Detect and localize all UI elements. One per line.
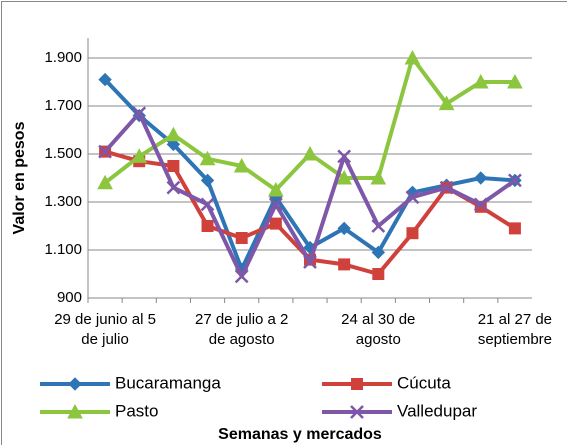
legend-marker [68,377,82,391]
y-tick-label: 1.700 [44,97,82,114]
data-point [268,197,283,212]
data-point [166,137,181,152]
y-tick-label: 900 [57,289,82,306]
data-point [269,217,282,230]
y-tick-label: 1.500 [44,145,82,162]
data-point [508,222,521,235]
y-axis-title: Valor en pesos [11,121,28,234]
x-tick-label: 24 al 30 de agosto [341,311,416,348]
legend-label: Cúcuta [397,373,451,392]
data-point [165,126,182,142]
data-point [507,73,523,89]
data-point [405,190,420,205]
data-point [472,73,489,89]
x-tick-label: 27 de julio a 2 de agosto [194,311,289,348]
y-tick-label: 1.100 [44,241,82,258]
legend-marker [350,405,364,419]
data-point [372,268,385,280]
data-point [371,219,386,233]
data-point [508,173,522,188]
data-point [166,180,181,195]
data-point [233,157,250,173]
data-point [200,197,215,212]
data-point [338,258,351,271]
data-point [337,221,351,236]
data-point [438,95,455,111]
data-point [439,180,454,195]
data-point [303,255,317,269]
data-point [406,227,419,240]
data-point [474,200,487,213]
data-point [132,106,147,121]
data-point [268,181,284,197]
legend-label: Pasto [115,401,158,420]
data-point [235,232,248,244]
legend-marker [351,378,363,390]
data-point [404,49,421,65]
y-tick-label: 1.900 [44,49,82,66]
x-tick-label: 29 de junio al 5 de julio [54,311,156,348]
y-tick-label: 1.300 [44,193,82,210]
data-point [336,169,352,185]
legend-label: Valledupar [397,401,477,420]
data-point [473,197,488,212]
data-point [98,144,112,159]
data-point [98,72,112,87]
legend-marker [67,403,83,419]
data-point [199,150,216,166]
data-point [474,171,488,185]
legend-label: Bucaramanga [115,373,221,392]
x-axis-title: Semanas y mercados [218,426,382,443]
data-point [201,220,214,232]
data-point [302,145,318,161]
data-point [337,149,352,164]
data-point [200,173,215,188]
data-point [370,169,387,185]
x-tick-label: 21 al 27 de septiembre [477,311,553,348]
data-point [97,174,113,190]
data-point [167,160,180,172]
data-point [371,245,386,260]
data-point [131,148,148,163]
data-point [234,269,249,284]
